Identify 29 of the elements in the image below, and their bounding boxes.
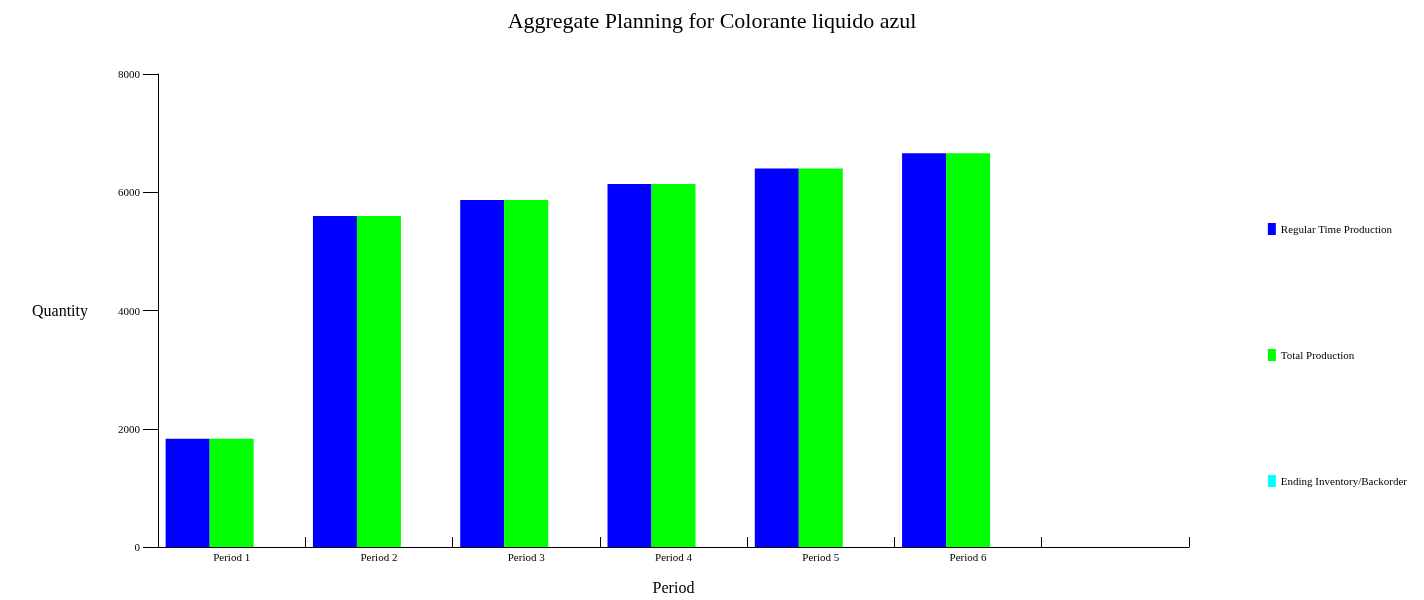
x-tick-label: Period 3: [507, 550, 546, 563]
x-tick-label: Period 4: [655, 550, 693, 563]
y-tick-label: 4000: [118, 304, 141, 317]
legend-label: Ending Inventory/Backorder: [1280, 475, 1408, 487]
y-tick-label: 6000: [118, 186, 141, 199]
bar: [754, 168, 799, 547]
y-tick-label: 0: [134, 541, 141, 553]
x-tick-label: Period 6: [949, 550, 988, 563]
y-tick-label: 8000: [118, 68, 141, 80]
bar: [651, 183, 696, 547]
bar: [798, 168, 843, 547]
x-tick-label: Period 2: [360, 550, 398, 563]
x-tick-label: Period 5: [802, 550, 840, 563]
x-tick-label: Period 1: [213, 550, 251, 563]
bar: [946, 153, 991, 547]
bar: [460, 199, 505, 547]
bar: [209, 438, 254, 547]
legend-label: Regular Time Production: [1280, 223, 1393, 235]
bar: [312, 215, 357, 547]
bar: [504, 199, 549, 547]
bar: [165, 438, 210, 547]
chart-title: Aggregate Planning for Colorante liquido azul: [507, 7, 917, 33]
bar: [356, 215, 401, 547]
legend-label: Total Production: [1280, 349, 1355, 361]
y-axis-title: Quantity: [32, 302, 88, 320]
x-axis-title: Period: [652, 578, 695, 596]
y-tick-label: 2000: [118, 422, 141, 435]
bar: [607, 183, 652, 547]
bar: [902, 153, 947, 547]
